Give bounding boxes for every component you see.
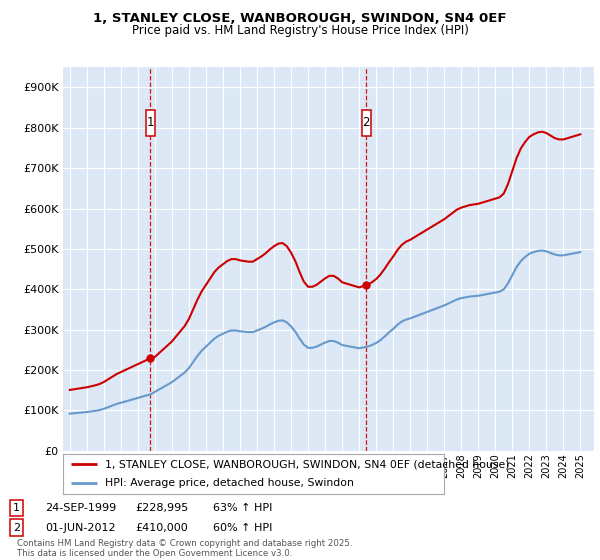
Text: £410,000: £410,000 [135,522,188,533]
Text: 63% ↑ HPI: 63% ↑ HPI [213,503,272,513]
Text: 1: 1 [146,116,154,129]
Bar [362,110,371,136]
Text: Contains HM Land Registry data © Crown copyright and database right 2025.
This d: Contains HM Land Registry data © Crown c… [17,539,352,558]
Bar [146,110,155,136]
Text: 1: 1 [13,503,20,513]
Text: Price paid vs. HM Land Registry's House Price Index (HPI): Price paid vs. HM Land Registry's House … [131,24,469,36]
Text: 2: 2 [13,522,20,533]
Text: 60% ↑ HPI: 60% ↑ HPI [213,522,272,533]
Text: 24-SEP-1999: 24-SEP-1999 [45,503,116,513]
Text: HPI: Average price, detached house, Swindon: HPI: Average price, detached house, Swin… [105,478,354,488]
Text: 2: 2 [362,116,370,129]
Text: 1, STANLEY CLOSE, WANBOROUGH, SWINDON, SN4 0EF (detached house): 1, STANLEY CLOSE, WANBOROUGH, SWINDON, S… [105,460,509,469]
Text: 01-JUN-2012: 01-JUN-2012 [45,522,116,533]
Text: £228,995: £228,995 [135,503,188,513]
Text: 1, STANLEY CLOSE, WANBOROUGH, SWINDON, SN4 0EF: 1, STANLEY CLOSE, WANBOROUGH, SWINDON, S… [93,12,507,25]
